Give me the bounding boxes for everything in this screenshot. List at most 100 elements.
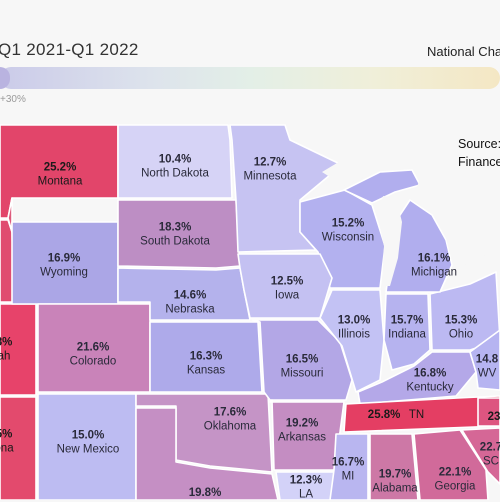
change-arkansas: 19.2%	[285, 417, 319, 430]
label-utah: 8% ah	[0, 336, 12, 365]
state-shape-oklahoma[interactable]	[135, 393, 273, 473]
state-shape-ohio[interactable]	[429, 271, 500, 351]
change-arizona: 5%	[0, 428, 13, 441]
state-shape-illinois[interactable]	[319, 289, 385, 393]
label-minnesota: 12.7% Minnesota	[243, 156, 296, 185]
label-south-carolina: 22.7 SC	[480, 441, 500, 470]
state-shape-georgia[interactable]	[413, 429, 489, 500]
change-indiana: 15.7%	[390, 314, 424, 327]
source-note: Source: Finance	[458, 135, 500, 171]
change-colorado: 21.6%	[76, 341, 110, 354]
legend-gradient-bar	[0, 67, 500, 89]
name-missouri: Missouri	[280, 368, 324, 380]
lake-superior	[322, 148, 432, 186]
label-west-virginia: 14.8 WV	[476, 353, 498, 382]
label-wisconsin: 15.2% Wisconsin	[322, 217, 374, 246]
label-arizona: 5% ona	[0, 428, 14, 457]
label-mississippi: 16.7% MI	[332, 456, 365, 485]
change-alabama: 19.7%	[378, 468, 412, 481]
change-kentucky: 16.8%	[413, 367, 447, 380]
label-iowa: 12.5% Iowa	[271, 275, 304, 304]
name-wyoming: Wyoming	[40, 267, 88, 279]
change-ohio: 15.3%	[444, 314, 478, 327]
change-north-carolina: 23	[487, 410, 500, 423]
state-shape-texas[interactable]	[135, 407, 279, 500]
label-missouri: 16.5% Missouri	[281, 353, 324, 382]
label-michigan: 16.1% Michigan	[411, 252, 457, 281]
name-iowa: Iowa	[274, 290, 300, 302]
change-wisconsin: 15.2%	[331, 217, 365, 230]
state-shape-alabama[interactable]	[369, 433, 419, 500]
map-header: Q1 2021-Q1 2022 National Change +30%	[0, 0, 500, 115]
label-wyoming: 16.9% Wyoming	[40, 252, 88, 281]
state-shape-north-carolina[interactable]	[477, 397, 500, 427]
name-oklahoma: Oklahoma	[203, 421, 257, 433]
lake-michigan	[378, 196, 402, 286]
state-shape-missouri[interactable]	[251, 319, 353, 401]
change-iowa: 12.5%	[270, 275, 304, 288]
name-wisconsin: Wisconsin	[321, 232, 375, 244]
label-kentucky: 16.8% Kentucky	[406, 367, 453, 396]
state-shape-kansas[interactable]	[149, 321, 263, 393]
name-montana: Montana	[37, 176, 83, 188]
name-indiana: Indiana	[388, 329, 426, 341]
state-shape-louisiana[interactable]	[275, 471, 337, 500]
change-tennessee: 25.8%	[367, 409, 401, 421]
state-shape-west-virginia[interactable]	[469, 329, 500, 391]
change-west-virginia: 14.8	[475, 353, 499, 366]
label-south-dakota: 18.3% South Dakota	[140, 221, 210, 250]
name-ohio: Ohio	[448, 329, 474, 341]
name-illinois: Illinois	[338, 329, 370, 341]
state-shape-nebraska[interactable]	[117, 267, 251, 321]
legend-title: National Change	[427, 44, 500, 59]
name-georgia: Georgia	[434, 481, 476, 493]
label-texas: 19.8%	[189, 486, 222, 500]
label-ohio: 15.3% Ohio	[445, 314, 478, 343]
state-shape-new-mexico[interactable]	[37, 393, 137, 500]
label-tennessee: 25.8% TN	[368, 404, 424, 424]
change-georgia: 22.1%	[438, 466, 472, 479]
source-name: Finance	[458, 155, 500, 169]
legend-min-label: +30%	[0, 94, 26, 105]
name-tennessee: TN	[408, 409, 425, 421]
name-new-mexico: New Mexico	[56, 444, 120, 456]
name-kansas: Kansas	[186, 365, 226, 377]
state-shape-north-dakota[interactable]	[117, 124, 233, 199]
label-arkansas: 19.2% Arkansas	[278, 417, 326, 446]
state-shape-indiana[interactable]	[383, 293, 431, 371]
state-shape-mississippi[interactable]	[329, 433, 369, 500]
state-shape-tennessee[interactable]	[343, 395, 500, 433]
change-wyoming: 16.9%	[47, 252, 81, 265]
state-shape-arizona[interactable]	[0, 396, 37, 500]
change-michigan: 16.1%	[417, 252, 451, 265]
change-south-dakota: 18.3%	[158, 221, 192, 234]
change-mississippi: 16.7%	[331, 456, 365, 469]
lake-huron	[414, 178, 470, 262]
name-colorado: Colorado	[69, 356, 117, 368]
change-missouri: 16.5%	[285, 353, 319, 366]
name-louisiana: LA	[298, 489, 314, 501]
name-nebraska: Nebraska	[165, 304, 215, 316]
name-arkansas: Arkansas	[278, 432, 326, 444]
label-colorado: 21.6% Colorado	[70, 341, 117, 370]
change-nebraska: 14.6%	[173, 289, 207, 302]
state-shape-south-dakota[interactable]	[117, 199, 241, 269]
label-alabama: 19.7% Alabama	[372, 468, 417, 497]
label-indiana: 15.7% Indiana	[388, 314, 426, 343]
state-shape-iowa[interactable]	[237, 253, 333, 319]
change-new-mexico: 15.0%	[71, 429, 105, 442]
label-north-carolina: 23	[488, 410, 500, 424]
change-south-carolina: 22.7	[479, 441, 500, 454]
name-arizona: ona	[0, 443, 14, 455]
name-west-virginia: WV	[477, 368, 497, 380]
state-shape-south-carolina[interactable]	[461, 427, 500, 485]
label-new-mexico: 15.0% New Mexico	[57, 429, 120, 458]
name-kentucky: Kentucky	[406, 382, 454, 394]
name-south-carolina: SC	[483, 456, 499, 468]
name-north-dakota: North Dakota	[141, 168, 209, 180]
change-minnesota: 12.7%	[253, 156, 287, 169]
label-georgia: 22.1% Georgia	[435, 466, 476, 495]
change-louisiana: 12.3%	[289, 474, 323, 487]
state-shape-idaho-south[interactable]	[7, 197, 13, 233]
